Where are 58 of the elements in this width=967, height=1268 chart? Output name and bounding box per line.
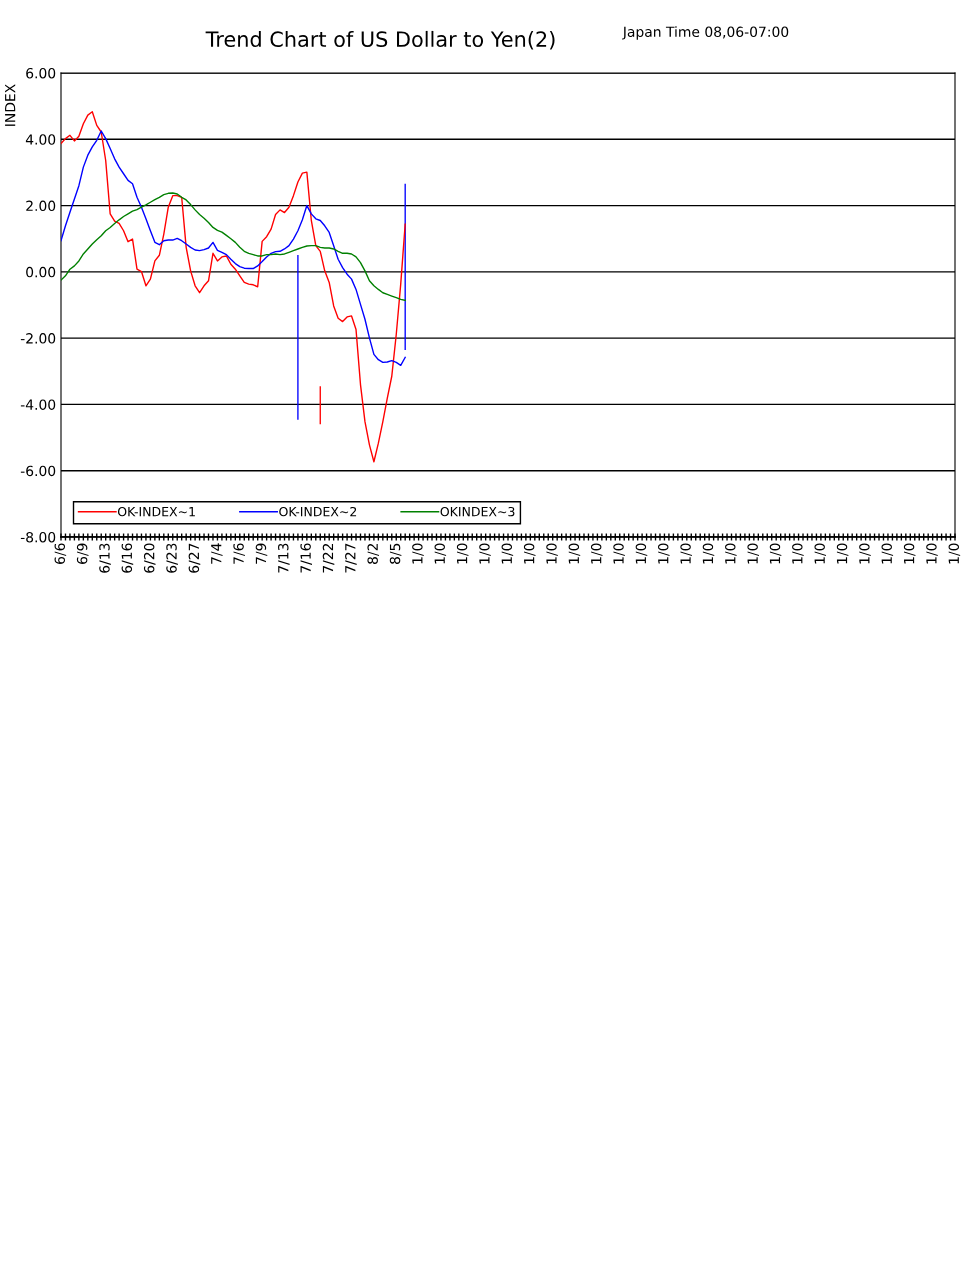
text: Japan Time 08,06-07:00 — [622, 26, 789, 40]
x-tick-label: 6/27 — [188, 543, 201, 573]
x-tick-label: 1/0 — [881, 543, 894, 564]
x-tick-label: 1/0 — [479, 543, 491, 564]
x-tick-label: 6/9 — [76, 543, 89, 564]
y-tick-label: -8.00 — [20, 531, 56, 543]
x-tick-label: 1/0 — [613, 543, 625, 564]
x-tick-label: 1/0 — [568, 543, 581, 564]
x-tick-label: 1/0 — [948, 543, 961, 564]
y-tick-label: -6.00 — [20, 465, 56, 477]
x-tick-label: 1/0 — [456, 543, 469, 564]
legend-label: OK-INDEX~2 — [279, 506, 357, 517]
y-tick-label: -4.00 — [20, 399, 56, 410]
x-tick-label: 8/5 — [389, 543, 402, 564]
x-tick-label: 1/0 — [546, 543, 558, 564]
x-tick-label: 1/0 — [702, 543, 715, 564]
chart-title: Trend Chart of US Dollar to Yen(2) — [205, 30, 555, 50]
x-tick-label: 1/0 — [769, 543, 782, 564]
x-tick-label: 6/16 — [121, 543, 134, 573]
x-tick-label: 6/6 — [54, 543, 67, 564]
line-series — [61, 130, 406, 367]
x-tick-label: 1/0 — [523, 543, 536, 564]
x-tick-label: 1/0 — [814, 543, 827, 564]
y-tick-label: 4.00 — [25, 134, 56, 145]
x-tick-label: 1/0 — [859, 543, 871, 564]
x-tick-label: 1/0 — [501, 543, 514, 564]
x-tick-label: 1/0 — [836, 543, 849, 564]
x-tick-label: 7/22 — [322, 543, 335, 573]
x-tick-label: 8/2 — [367, 543, 380, 564]
line-series — [61, 111, 406, 463]
x-tick-label: 7/27 — [345, 543, 357, 573]
x-tick-label: 7/9 — [255, 543, 268, 564]
x-tick-label: 7/16 — [300, 543, 312, 573]
x-tick-label: 1/0 — [680, 543, 692, 564]
x-tick-label: 1/0 — [792, 543, 804, 564]
x-tick-label: 7/13 — [278, 543, 290, 573]
x-tick-label: 7/4 — [211, 543, 223, 564]
x-tick-label: 1/0 — [747, 543, 759, 564]
x-tick-label: 1/0 — [434, 543, 447, 564]
x-tick-label: 1/0 — [903, 543, 916, 564]
x-tick-label: 1/0 — [926, 543, 938, 564]
legend-label: OKINDEX~3 — [440, 506, 515, 517]
x-tick-label: 7/6 — [233, 543, 245, 564]
x-tick-label: 6/23 — [166, 543, 178, 573]
y-tick-label: 2.00 — [26, 200, 56, 212]
x-tick-label: 6/13 — [99, 543, 111, 573]
x-tick-label: 1/0 — [725, 543, 737, 564]
legend-label: OK-INDEX~1 — [117, 506, 195, 517]
x-tick-label: 1/0 — [412, 543, 424, 564]
x-tick-label: 6/20 — [143, 543, 156, 573]
line-series — [61, 192, 406, 302]
x-tick-label: 1/0 — [590, 543, 603, 564]
y-tick-label: -2.00 — [20, 333, 56, 344]
x-tick-label: 1/0 — [635, 543, 648, 564]
y-tick-label: 6.00 — [26, 67, 56, 79]
y-axis-title: INDEX — [5, 84, 16, 126]
y-tick-label: 0.00 — [26, 266, 56, 278]
x-tick-label: 1/0 — [657, 543, 670, 564]
